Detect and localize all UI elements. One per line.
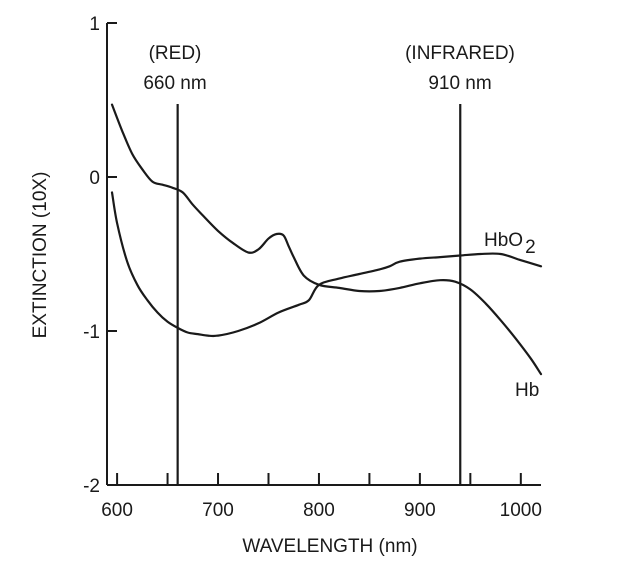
y-ticks: 1 0 -1 -2 bbox=[83, 14, 117, 497]
x-tick-label: 900 bbox=[404, 500, 436, 521]
infrared-marker-wavelength: 910 nm bbox=[428, 73, 491, 94]
y-tick-label: -1 bbox=[83, 322, 100, 343]
y-axis-title: EXTINCTION (10X) bbox=[30, 172, 51, 339]
x-axis-title: WAVELENGTH (nm) bbox=[242, 536, 417, 557]
y-tick-label: -2 bbox=[83, 476, 100, 497]
red-marker-wavelength: 660 nm bbox=[143, 73, 206, 94]
x-tick-label: 700 bbox=[202, 500, 234, 521]
series-line-hbo2 bbox=[110, 191, 543, 338]
red-marker-label: (RED) bbox=[149, 43, 202, 64]
x-tick-label: 600 bbox=[101, 500, 133, 521]
y-tick-label: 1 bbox=[89, 14, 100, 35]
series-label-hb: Hb bbox=[515, 380, 539, 401]
infrared-marker-label: (INFRARED) bbox=[405, 43, 515, 64]
series-label-hbo2: HbO 2 bbox=[484, 230, 536, 258]
x-tick-label: 800 bbox=[303, 500, 335, 521]
x-ticks: 600 700 800 900 1000 bbox=[101, 473, 542, 521]
x-tick-label: 1000 bbox=[500, 500, 542, 521]
y-tick-label: 0 bbox=[89, 168, 100, 189]
series-line-hb bbox=[110, 103, 543, 376]
